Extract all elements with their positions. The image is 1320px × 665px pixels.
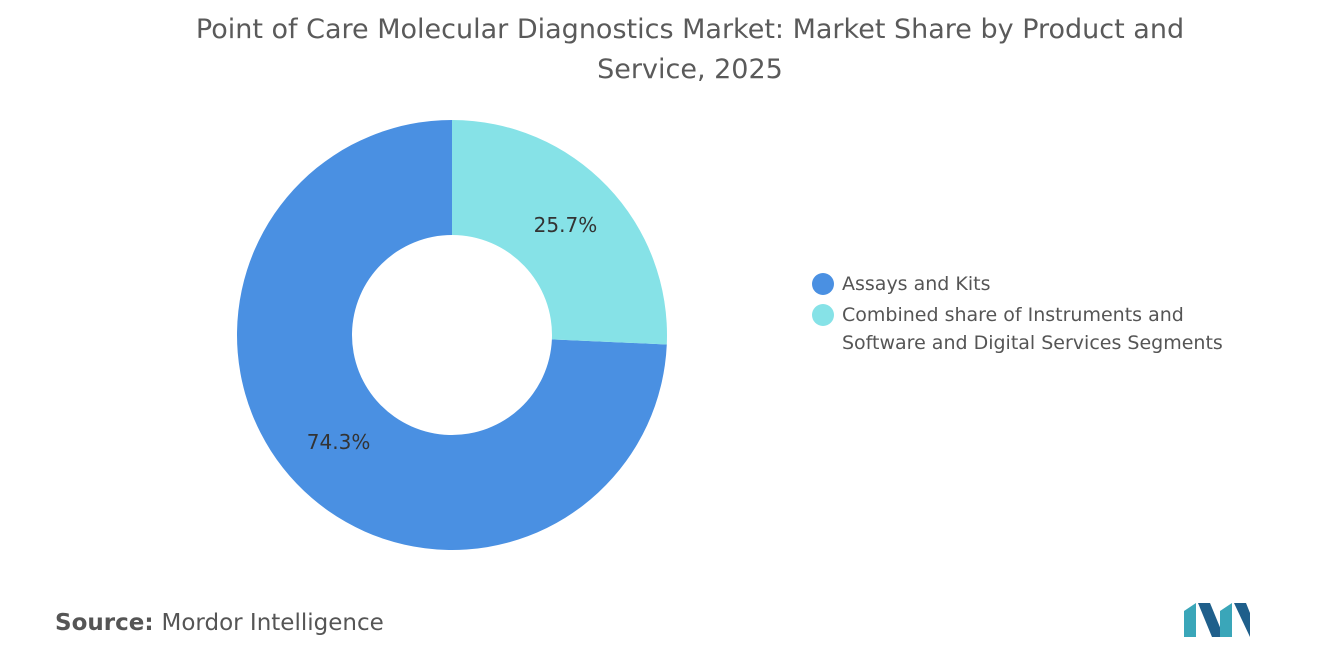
legend-item: Combined share of Instruments and Softwa… [812, 301, 1242, 357]
legend-marker [812, 273, 834, 295]
donut-slice [452, 120, 667, 345]
legend: Assays and Kits Combined share of Instrum… [812, 270, 1242, 360]
source-label: Source: [55, 610, 154, 636]
data-label: 74.3% [307, 430, 371, 454]
chart-title: Point of Care Molecular Diagnostics Mark… [195, 14, 1185, 85]
legend-marker [812, 304, 834, 326]
logo [1184, 603, 1250, 637]
data-label: 25.7% [534, 213, 598, 237]
legend-label: Combined share of Instruments and Softwa… [842, 304, 1223, 354]
legend-item: Assays and Kits [812, 270, 1242, 298]
source: Source: Mordor Intelligence [55, 610, 384, 636]
legend-label: Assays and Kits [842, 273, 991, 295]
donut-slice [236, 120, 667, 550]
source-text: Mordor Intelligence [161, 610, 384, 636]
